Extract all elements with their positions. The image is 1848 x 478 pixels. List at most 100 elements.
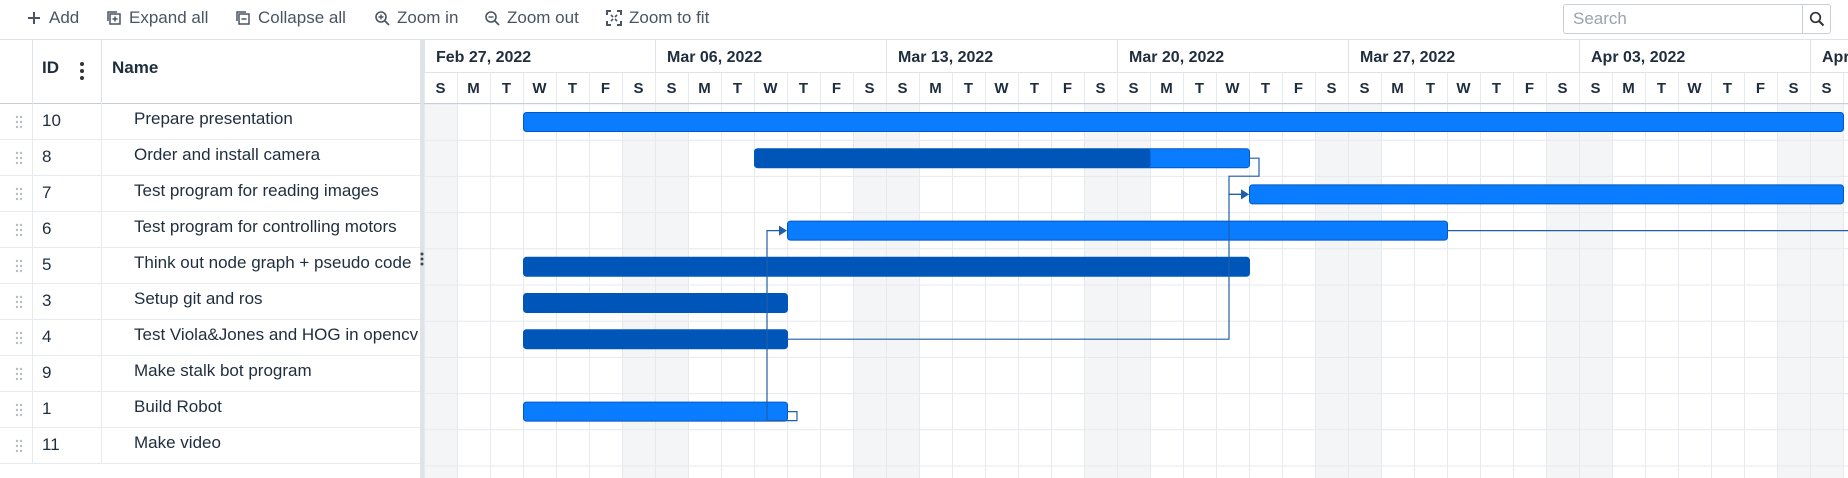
splitter-handle-icon[interactable] [419,252,425,266]
dependency-link[interactable] [1228,157,1260,195]
weekend-column [1810,104,1843,478]
task-name[interactable]: Build Robot [134,397,222,416]
task-bar[interactable] [523,401,788,422]
toolbar: Add Expand all Collapse all Zoom in Zoom… [0,0,1848,40]
task-name[interactable]: Make stalk bot program [134,361,312,380]
day-label: M [929,80,942,97]
day-label: F [832,80,841,97]
grid-rows: 10 Prepare presentation 8 Order and install… [0,104,420,464]
search-input[interactable] [1564,5,1802,33]
task-id: 1 [42,399,52,418]
day-label: S [1590,80,1600,97]
table-row[interactable]: 1 Build Robot [0,392,420,428]
drag-handle-icon[interactable] [14,186,24,202]
drag-handle-icon[interactable] [14,294,24,310]
zoom-in-icon [375,11,390,26]
day-label: M [1391,80,1404,97]
search-button[interactable] [1802,5,1830,33]
table-row[interactable]: 6 Test program for controlling motors [0,212,420,248]
day-label: S [666,80,676,97]
zoom-out-button[interactable]: Zoom out [484,0,579,36]
day-label: S [1128,80,1138,97]
task-name[interactable]: Setup git and ros [134,289,263,308]
table-row[interactable]: 7 Test program for reading images [0,176,420,212]
add-button[interactable]: Add [26,0,79,36]
day-label: T [1657,80,1666,97]
day-label: S [1557,80,1567,97]
day-label: W [1456,80,1471,97]
task-id: 8 [42,147,52,166]
table-row[interactable]: 11 Make video [0,428,420,464]
day-label: S [897,80,907,97]
zoom-to-fit-button[interactable]: Zoom to fit [606,0,709,36]
column-menu-icon[interactable] [76,60,88,82]
expand-all-icon [107,11,121,25]
day-label: T [568,80,577,97]
weekend-column [1777,104,1810,478]
task-name[interactable]: Test program for reading images [134,181,379,200]
table-row[interactable]: 10 Prepare presentation [0,104,420,140]
day-label: T [1492,80,1501,97]
task-id: 7 [42,183,52,202]
task-progress [523,293,788,313]
plus-icon [28,12,40,24]
table-row[interactable]: 4 Test Viola&Jones and HOG in opencv [0,320,420,356]
task-id: 10 [42,111,61,130]
zoom-in-label: Zoom in [397,8,459,27]
day-label: S [864,80,874,97]
table-row[interactable]: 5 Think out node graph + pseudo code [0,248,420,284]
zoom-out-label: Zoom out [507,8,579,27]
drag-handle-icon[interactable] [14,402,24,418]
task-name[interactable]: Test Viola&Jones and HOG in opencv [134,325,419,344]
day-label: T [1723,80,1732,97]
name-column-header[interactable]: Name [112,58,159,77]
week-label: Mar 27, 2022 [1360,49,1455,66]
search-icon [1809,11,1824,27]
table-row[interactable]: 3 Setup git and ros [0,284,420,320]
week-label: Apr [1822,49,1848,66]
drag-handle-icon[interactable] [14,330,24,346]
search-box [1563,4,1831,34]
zoom-to-fit-icon [606,10,622,26]
task-bar[interactable] [523,112,1844,132]
drag-handle-icon[interactable] [14,114,24,130]
dependency-link[interactable] [766,230,798,422]
drag-handle-icon[interactable] [14,366,24,382]
drag-handle-icon[interactable] [14,222,24,238]
day-label: T [1195,80,1204,97]
day-label: F [1756,80,1765,97]
task-name[interactable]: Think out node graph + pseudo code [134,253,412,272]
day-label: M [1622,80,1635,97]
day-label: F [601,80,610,97]
task-bar[interactable] [1249,184,1844,205]
drag-handle-icon[interactable] [14,150,24,166]
grid-header: ID Name [0,40,420,104]
zoom-in-button[interactable]: Zoom in [374,0,458,36]
day-label: S [1821,80,1831,97]
link-arrow-icon [1241,189,1249,200]
table-row[interactable]: 9 Make stalk bot program [0,356,420,392]
week-label: Apr 03, 2022 [1591,49,1685,66]
collapse-all-button[interactable]: Collapse all [235,0,346,36]
day-label: S [633,80,643,97]
task-name[interactable]: Order and install camera [134,145,321,164]
id-column-header[interactable]: ID [42,58,59,77]
task-name[interactable]: Make video [134,433,221,452]
day-label: W [1687,80,1702,97]
task-name[interactable]: Test program for controlling motors [134,217,397,236]
drag-handle-icon[interactable] [14,258,24,274]
day-label: W [1225,80,1240,97]
day-label: T [964,80,973,97]
expand-all-label: Expand all [129,8,209,27]
day-label: F [1063,80,1072,97]
task-id: 5 [42,255,52,274]
task-id: 11 [42,435,60,454]
table-row[interactable]: 8 Order and install camera [0,140,420,176]
day-label: T [799,80,808,97]
task-id: 4 [42,327,52,346]
drag-handle-icon[interactable] [14,438,24,454]
expand-all-button[interactable]: Expand all [106,0,208,36]
task-name[interactable]: Prepare presentation [134,109,293,128]
task-bar[interactable] [787,220,1448,241]
task-progress [523,257,1250,277]
